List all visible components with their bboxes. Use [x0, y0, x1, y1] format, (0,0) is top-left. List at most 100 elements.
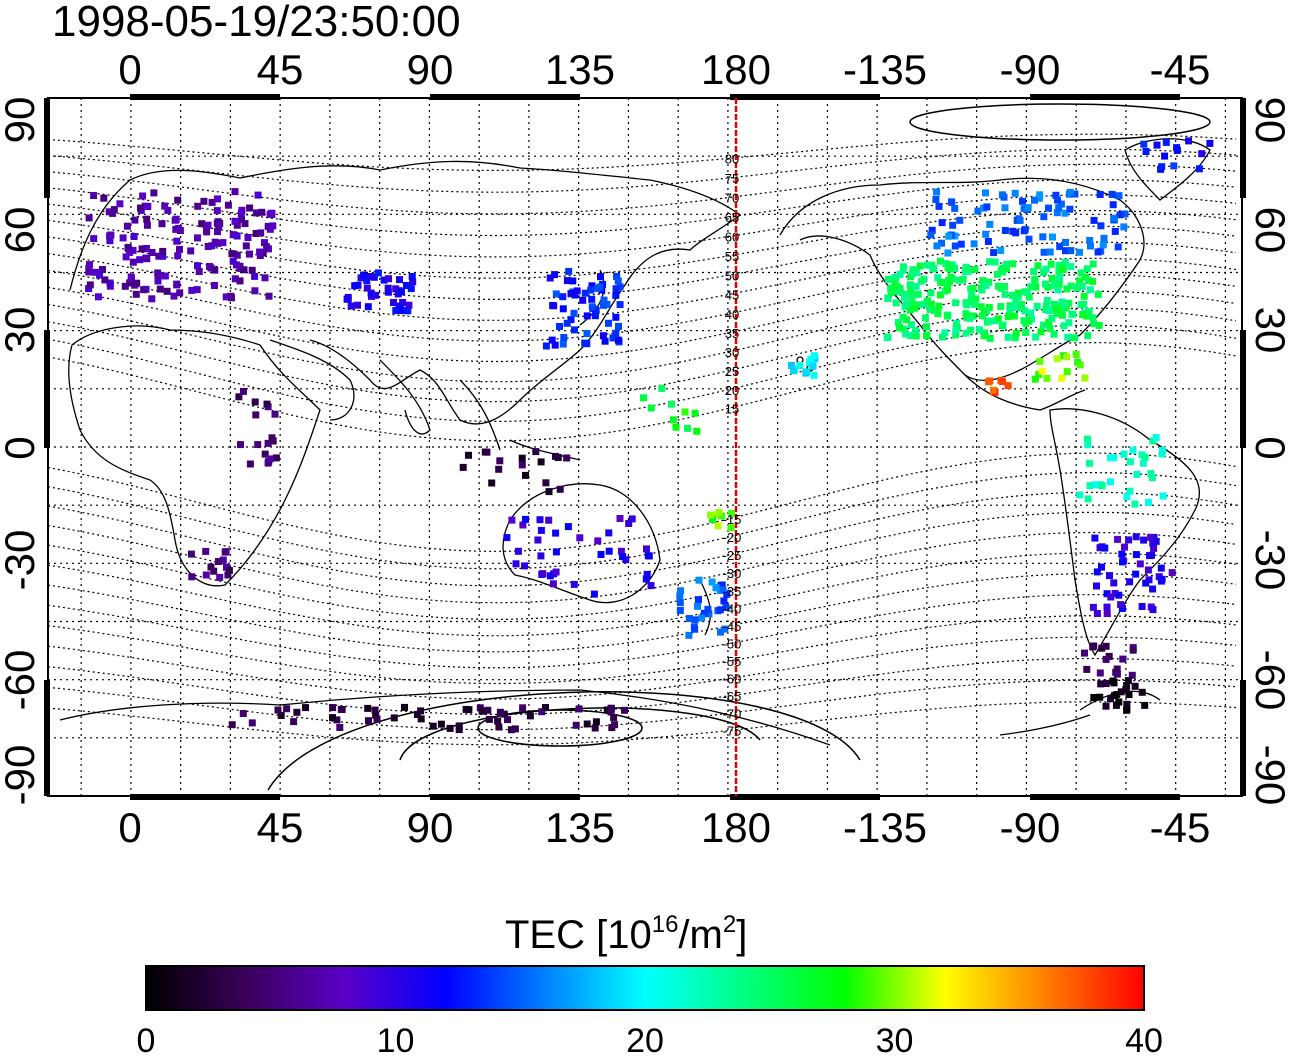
tec-pixel — [211, 238, 219, 246]
tec-pixel — [605, 547, 613, 555]
tec-pixel — [588, 295, 596, 303]
tec-pixel — [983, 203, 991, 211]
map-frame — [44, 94, 1246, 800]
tec-pixel — [143, 245, 150, 252]
tec-pixel — [1144, 566, 1152, 574]
tec-pixel — [937, 291, 944, 299]
tec-pixel — [787, 362, 795, 369]
tec-pixel — [248, 266, 256, 274]
tec-pixel — [907, 332, 915, 340]
right-latitude-ticks: 90 60 30 0 -30 -60 -90 — [1247, 97, 1292, 806]
tec-pixel — [132, 290, 140, 298]
tec-pixel — [204, 221, 212, 229]
tec-pixel — [1116, 211, 1124, 219]
tec-pixel — [99, 266, 106, 273]
tec-pixel — [597, 273, 604, 281]
right-lat-tick-label: 30 — [1247, 307, 1292, 354]
tec-pixel — [1096, 669, 1104, 677]
tec-pixel — [1140, 536, 1148, 544]
tec-pixel — [1102, 655, 1110, 663]
tec-pixel — [1159, 492, 1167, 500]
tec-pixel — [628, 515, 636, 523]
tec-pixel — [1094, 248, 1102, 256]
tec-pixel — [581, 289, 589, 297]
tec-pixel — [277, 712, 285, 719]
tec-pixel — [242, 242, 250, 250]
colorbar-tick-label: 0 — [137, 1022, 156, 1057]
tec-pixel — [1089, 314, 1097, 322]
tec-pixel — [1102, 702, 1110, 710]
tec-pixel — [1024, 204, 1032, 212]
tec-pixel — [92, 268, 100, 276]
tec-pixel — [252, 411, 260, 419]
tec-pixel — [588, 303, 596, 311]
tec-pixel — [695, 596, 702, 604]
tec-pixel — [1152, 434, 1160, 442]
tec-pixel — [991, 258, 999, 266]
tec-pixel — [912, 332, 920, 340]
tec-pixel — [986, 334, 994, 342]
tec-pixel — [264, 459, 272, 467]
magnetic-latitude-contour — [48, 636, 1237, 700]
colorbar-tick-label: 30 — [876, 1022, 914, 1057]
tec-pixel — [131, 216, 139, 224]
tec-pixel — [1071, 334, 1078, 342]
tec-pixel — [138, 245, 146, 253]
tec-pixel — [916, 262, 924, 270]
tec-pixel — [1032, 333, 1040, 341]
tec-pixel — [928, 305, 935, 312]
tec-pixel — [338, 706, 346, 713]
magnetic-latitude-label: -30 — [723, 566, 742, 581]
tec-pixel — [1093, 568, 1101, 576]
tec-pixel — [1108, 190, 1116, 198]
tec-pixel — [892, 299, 900, 307]
tec-pixel — [1050, 330, 1058, 338]
tec-pixel — [906, 306, 914, 314]
tec-pixel — [1013, 304, 1021, 311]
tec-pixel — [932, 196, 940, 203]
tec-pixel — [202, 547, 210, 555]
tec-pixel — [1123, 493, 1131, 501]
tec-pixel — [214, 218, 222, 226]
tec-pixel — [1039, 321, 1047, 329]
right-lat-tick-label: -30 — [1247, 530, 1292, 591]
tec-pixel — [957, 240, 965, 248]
tec-pixel — [504, 716, 511, 724]
tec-pixel — [906, 281, 914, 289]
tec-pixel — [1136, 560, 1144, 568]
tec-pixel — [986, 258, 994, 266]
tec-pixel — [110, 206, 118, 214]
magnetic-latitude-label: -70 — [723, 706, 742, 721]
magnetic-latitude-contour — [48, 273, 1237, 363]
tec-pixel — [695, 576, 703, 584]
magnetic-latitude-contour — [48, 679, 1237, 731]
tec-pixel — [721, 625, 729, 633]
tec-pixel — [371, 706, 379, 714]
tec-pixel — [1063, 368, 1071, 376]
tec-pixel — [612, 291, 620, 299]
tec-pixel — [154, 272, 162, 279]
magnetic-latitude-label: 20 — [725, 383, 739, 398]
magnetic-latitude-label: -65 — [723, 689, 742, 704]
tec-pixel — [1153, 141, 1161, 149]
tec-pixel — [521, 562, 528, 570]
tec-pixel — [1120, 223, 1128, 231]
tec-pixel — [1115, 698, 1123, 706]
magnetic-latitude-label: 65 — [725, 210, 739, 225]
tec-pixel — [968, 292, 976, 300]
tec-pixel — [967, 326, 975, 334]
tec-pixel — [928, 226, 936, 234]
tec-pixel — [1009, 227, 1017, 235]
tec-pixel — [161, 202, 169, 210]
tec-pixel — [526, 712, 534, 720]
tec-pixel — [677, 587, 685, 595]
tec-pixel — [261, 239, 268, 247]
tec-pixel — [643, 545, 650, 553]
tec-observation-pixels — [85, 137, 1214, 734]
tec-pixel — [119, 234, 127, 242]
tec-pixel — [1126, 578, 1134, 586]
tec-pixel — [1086, 237, 1094, 244]
tec-pixel — [658, 385, 666, 392]
tec-pixel — [366, 273, 374, 280]
